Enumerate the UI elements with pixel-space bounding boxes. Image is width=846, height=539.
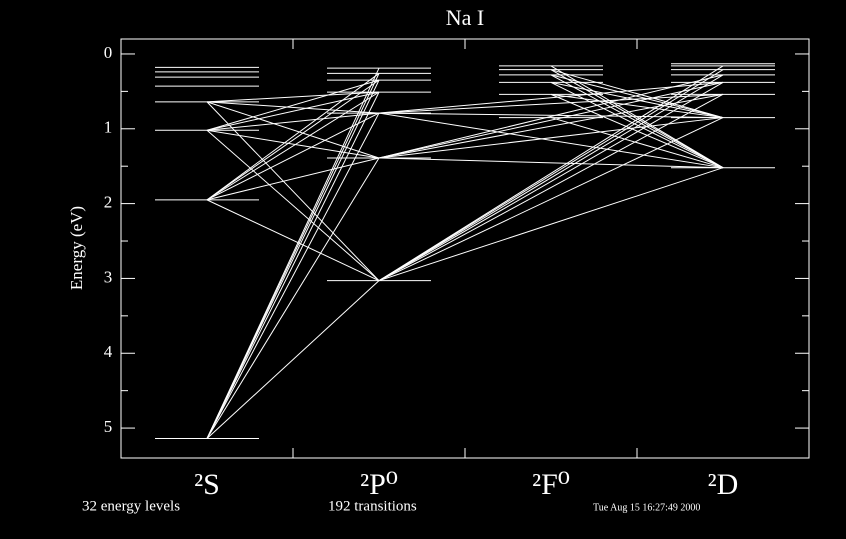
transition [550,81,724,119]
transition [206,157,380,201]
transition [378,117,724,159]
term-label: ²F⁰ [532,468,570,501]
transition [206,91,380,439]
transition [378,81,724,159]
y-tick-label: 1 [104,118,113,137]
transition [206,112,380,131]
transition [550,81,724,169]
transition [206,101,380,114]
transition [378,93,724,159]
transition [550,93,724,169]
transition [378,112,724,119]
transition [206,112,380,439]
term-label: ²S [194,468,220,501]
transition [206,79,380,131]
term-label: ²D [708,468,739,501]
transition [206,101,380,282]
transition [378,117,724,282]
y-axis-label: Energy (eV) [67,206,86,290]
transition [206,91,380,103]
y-tick-label: 4 [104,342,113,361]
transition [206,67,380,439]
transition [378,74,724,159]
timestamp: Tue Aug 15 16:27:49 2000 [593,502,700,513]
transition [206,129,380,282]
transition-count: 192 transitions [328,498,417,514]
term-label: ²P⁰ [360,468,398,501]
transition [550,69,724,169]
transition [550,74,724,169]
transition [550,69,724,119]
transition [378,167,724,282]
y-tick-label: 0 [104,43,113,62]
transition [206,280,380,439]
chart-title: Na I [446,5,484,30]
transition [206,79,380,201]
level-count: 32 energy levels [82,498,180,514]
y-tick-label: 3 [104,267,113,286]
transition [206,129,380,159]
transition [206,157,380,439]
y-tick-label: 2 [104,193,113,212]
transition [378,74,724,282]
transition [206,112,380,201]
transition [206,199,380,282]
transition [378,81,724,114]
transition [206,91,380,201]
transition [378,112,724,169]
y-tick-label: 5 [104,417,113,436]
transition [206,73,380,201]
transition [550,93,724,119]
transition [550,117,724,169]
transition [378,93,724,114]
transition [206,91,380,131]
transition [206,101,380,159]
transition [378,81,724,282]
transition [378,157,724,169]
transition [378,93,724,282]
